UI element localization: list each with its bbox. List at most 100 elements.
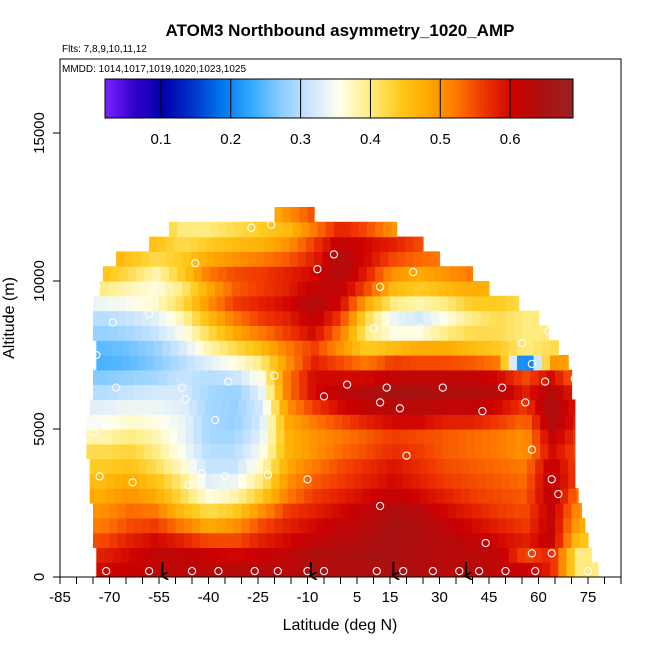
heatmap-cell: [196, 399, 206, 415]
heatmap-cell: [294, 562, 304, 577]
heatmap-cell: [365, 310, 375, 326]
heatmap-cell: [357, 310, 366, 326]
heatmap-cell: [373, 295, 383, 312]
heatmap-cell: [348, 295, 358, 312]
sample-point: [267, 220, 276, 229]
heatmap-cell: [378, 399, 388, 415]
heatmap-cell: [353, 458, 363, 474]
heatmap-cell: [307, 384, 317, 400]
heatmap-cell: [396, 251, 406, 267]
heatmap-cell: [147, 399, 157, 415]
heatmap-cell: [292, 266, 302, 282]
heatmap-cell: [307, 532, 317, 548]
heatmap-cell: [530, 384, 540, 400]
heatmap-cell: [109, 310, 119, 326]
heatmap-cell: [96, 562, 106, 577]
heatmap-cell: [251, 221, 261, 238]
heatmap-cell: [510, 488, 520, 504]
heatmap-cell: [109, 532, 119, 548]
heatmap-cell: [472, 517, 482, 534]
sample-point: [501, 566, 510, 576]
heatmap-cell: [571, 517, 581, 534]
heatmap-cell: [233, 532, 243, 548]
heatmap-cell: [383, 443, 393, 460]
heatmap-cell: [211, 340, 221, 356]
heatmap-cell: [234, 443, 244, 460]
heatmap-cell: [104, 547, 114, 563]
heatmap-cell: [515, 443, 525, 460]
sample-point: [438, 383, 447, 392]
heatmap-cell: [485, 473, 495, 489]
heatmap-cell: [193, 221, 203, 238]
sample-point: [95, 472, 104, 481]
heatmap-cell: [500, 355, 510, 371]
heatmap-cell: [522, 369, 531, 386]
heatmap-cell: [281, 281, 290, 297]
heatmap-cell: [144, 266, 153, 282]
heatmap-cell: [244, 547, 254, 563]
heatmap-cell: [447, 310, 457, 326]
heatmap-cell: [416, 266, 426, 282]
heatmap-cell: [300, 443, 310, 460]
heatmap-cell: [160, 266, 170, 282]
sample-point: [372, 566, 381, 576]
heatmap-cell: [126, 295, 135, 312]
heatmap-cell: [403, 399, 413, 415]
heatmap-cell: [505, 503, 515, 519]
heatmap-cell: [345, 399, 355, 415]
heatmap-cell: [378, 473, 388, 489]
heatmap-cell: [475, 547, 485, 563]
heatmap-cell: [160, 414, 170, 430]
heatmap-cell: [546, 503, 556, 519]
heatmap-cell: [447, 517, 457, 534]
heatmap-cell: [196, 473, 206, 489]
heatmap-cell: [342, 443, 351, 460]
heatmap-cell: [558, 562, 568, 577]
heatmap-cell: [101, 384, 111, 400]
heatmap-cell: [305, 236, 315, 252]
sample-point: [517, 339, 527, 348]
heatmap-cell: [559, 473, 569, 489]
heatmap-cell: [530, 503, 540, 519]
heatmap-cell: [287, 458, 297, 474]
heatmap-cell: [348, 325, 358, 341]
heatmap-cell: [228, 355, 238, 371]
heatmap-cell: [167, 384, 177, 400]
heatmap-cell: [175, 532, 185, 548]
heatmap-cell: [434, 355, 444, 371]
heatmap-cell: [122, 488, 132, 504]
heatmap-cell: [497, 503, 507, 519]
heatmap-cell: [467, 562, 477, 577]
heatmap-cell: [489, 325, 498, 341]
heatmap-cell: [165, 251, 175, 267]
heatmap-cell: [101, 325, 111, 341]
heatmap-cell: [192, 325, 201, 341]
heatmap-cell: [522, 532, 531, 548]
heatmap-cell: [282, 207, 292, 223]
heatmap-cell: [159, 503, 168, 519]
heatmap-cell: [559, 399, 569, 415]
heatmap-cell: [325, 266, 335, 282]
heatmap-cell: [338, 236, 348, 252]
heatmap-cell: [249, 532, 259, 548]
heatmap-cell: [325, 221, 335, 238]
heatmap-cell: [348, 503, 358, 519]
heatmap-cell: [271, 458, 281, 474]
heatmap-cell: [492, 547, 502, 563]
heatmap-cell: [390, 295, 399, 312]
heatmap-cell: [226, 221, 236, 238]
heatmap-cell: [502, 473, 512, 489]
heatmap-cell: [205, 488, 215, 504]
heatmap-cell: [152, 429, 162, 445]
heatmap-cell: [274, 369, 284, 386]
heatmap-cell: [182, 281, 191, 297]
heatmap-cell: [413, 281, 422, 297]
sample-point: [540, 377, 550, 386]
heatmap-cell: [543, 399, 553, 415]
heatmap-cell: [513, 369, 523, 386]
heatmap-cell: [418, 340, 427, 356]
sample-point: [375, 398, 385, 407]
heatmap-cell: [106, 488, 116, 504]
heatmap-cell: [173, 251, 183, 267]
heatmap-cell: [505, 532, 515, 548]
